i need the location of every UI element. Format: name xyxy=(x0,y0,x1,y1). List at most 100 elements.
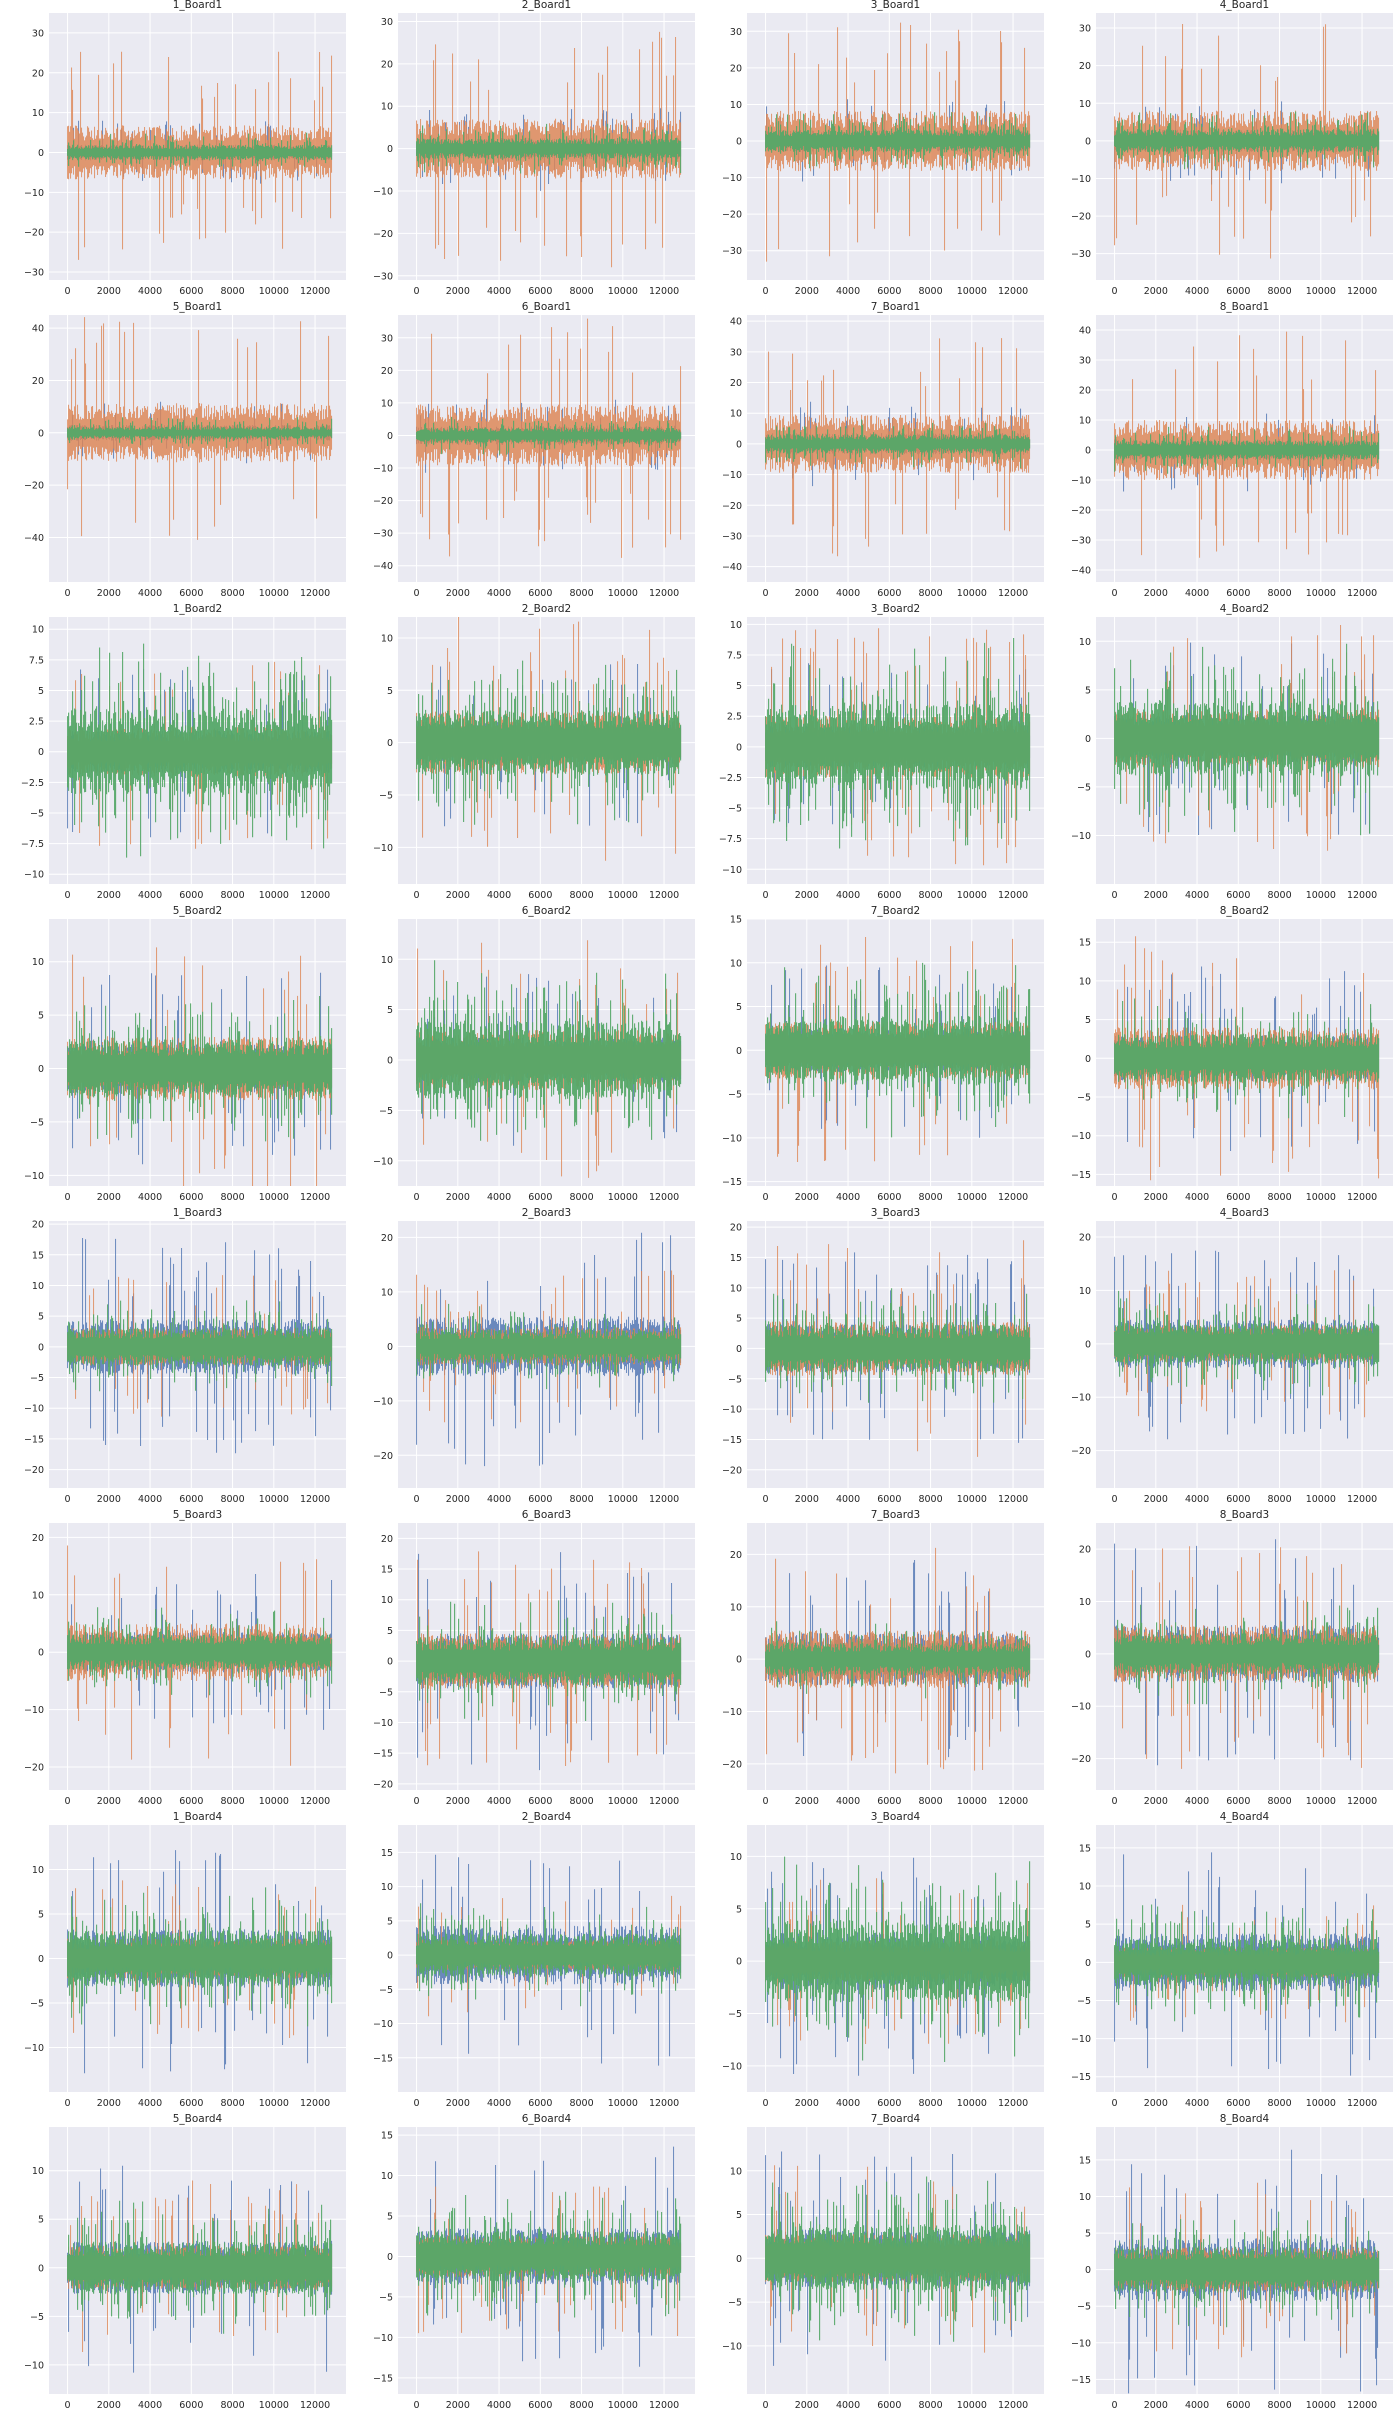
y-tick-label: −20 xyxy=(722,1759,742,1770)
y-tick-label: 0 xyxy=(1085,1054,1091,1065)
x-tick-label: 8000 xyxy=(1267,890,1291,901)
series-line-3 xyxy=(765,419,1031,469)
y-tick-label: 5 xyxy=(736,1314,742,1325)
y-tick-label: 5 xyxy=(387,2212,393,2223)
x-tick-label: 6000 xyxy=(528,1494,552,1505)
subplot-1_Board1: 0 2000 4000 6000 8000 10000 12000 −30 −20 −10 0 10 2… xyxy=(11,0,346,304)
y-tick-label: 20 xyxy=(730,1223,742,1234)
y-tick-label: −5 xyxy=(728,2009,742,2020)
x-tick-label: 0 xyxy=(65,286,71,297)
x-tick-label: 6000 xyxy=(528,890,552,901)
x-tick-label: 8000 xyxy=(918,1796,942,1807)
y-tick-label: −10 xyxy=(722,470,742,481)
y-tick-label: −10 xyxy=(24,870,44,881)
series-line-3 xyxy=(416,960,682,1141)
subplot-5_Board4: 0 2000 4000 6000 8000 10000 12000 −10 −5 0 5 10 5_Bo… xyxy=(11,2111,346,2418)
y-tick-label: −30 xyxy=(1071,249,1091,260)
series-line-3 xyxy=(416,123,682,174)
y-tick-label: −10 xyxy=(373,1396,393,1407)
y-tick-label: −20 xyxy=(24,1763,44,1774)
x-tick-label: 2000 xyxy=(1144,1192,1168,1203)
x-tick-label: 0 xyxy=(763,1494,769,1505)
subplot-7_Board2: 0 2000 4000 6000 8000 10000 12000 −15 −10 −5 0 5 10 1… xyxy=(709,903,1044,1210)
subplot-3_Board2: 0 2000 4000 6000 8000 10000 12000 −10 −7.5 −5 −2.5… xyxy=(709,601,1044,908)
y-tick-label: 20 xyxy=(730,378,742,389)
x-tick-label: 4000 xyxy=(836,588,860,599)
subplot-5_Board1: 0 2000 4000 6000 8000 10000 12000 −40 −20 0 20 40 5_… xyxy=(11,299,346,606)
y-tick-label: 30 xyxy=(381,17,393,28)
subplot-4_Board3: 0 2000 4000 6000 8000 10000 12000 −20 −10 0 10 20 4_… xyxy=(1058,1205,1393,1512)
x-tick-label: 6000 xyxy=(528,588,552,599)
subplot-svg: 0 2000 4000 6000 8000 10000 12000 −20 −15 −10 −5 0 5… xyxy=(24,1207,346,1505)
subplot-svg: 0 2000 4000 6000 8000 10000 12000−10−505105_Bo… xyxy=(24,2113,346,2411)
x-tick-label: 6000 xyxy=(179,286,203,297)
y-tick-label: 5 xyxy=(38,1910,44,1921)
y-tick-label: −20 xyxy=(373,1779,393,1790)
x-tick-label: 8000 xyxy=(1267,588,1291,599)
x-tick-label: 10000 xyxy=(1306,1796,1336,1807)
y-tick-label: 0 xyxy=(38,747,44,758)
y-tick-label: 15 xyxy=(730,915,742,926)
y-tick-label: 15 xyxy=(32,1250,44,1261)
y-tick-label: 10 xyxy=(32,957,44,968)
x-tick-label: 4000 xyxy=(836,286,860,297)
y-tick-label: 10 xyxy=(1079,1882,1091,1893)
series-line-3 xyxy=(765,1856,1031,2062)
x-tick-label: 2000 xyxy=(1144,1494,1168,1505)
x-tick-label: 4000 xyxy=(836,890,860,901)
x-tick-label: 12000 xyxy=(649,1494,679,1505)
y-tick-label: −15 xyxy=(722,1435,742,1446)
x-tick-label: 12000 xyxy=(300,1494,330,1505)
x-tick-label: 12000 xyxy=(1347,1494,1377,1505)
x-tick-label: 12000 xyxy=(300,2098,330,2109)
y-tick-label: −30 xyxy=(373,271,393,282)
y-tick-label: −40 xyxy=(1071,566,1091,577)
y-tick-label: −15 xyxy=(722,1177,742,1188)
subplot-title: 8_Board2 xyxy=(1220,905,1269,917)
y-tick-label: −20 xyxy=(1071,506,1091,517)
subplot-6_Board4: 0 2000 4000 6000 8000 10000 12000 −15 −10 −5 0 5 10 1… xyxy=(360,2111,695,2418)
subplot-title: 7_Board1 xyxy=(871,301,920,313)
x-tick-label: 2000 xyxy=(97,1796,121,1807)
y-tick-label: −10 xyxy=(373,2019,393,2030)
subplot-svg: 0 2000 4000 6000 8000 10000 12000 −30 −20 −10 0 10 2… xyxy=(1071,0,1393,297)
x-tick-label: 10000 xyxy=(957,286,987,297)
x-tick-label: 8000 xyxy=(569,286,593,297)
subplot-title: 6_Board4 xyxy=(522,2113,572,2125)
y-tick-label: −40 xyxy=(373,561,393,572)
x-tick-label: 0 xyxy=(65,1796,71,1807)
y-tick-label: 0 xyxy=(736,439,742,450)
x-tick-label: 2000 xyxy=(795,286,819,297)
y-tick-label: 10 xyxy=(381,102,393,113)
y-tick-label: −10 xyxy=(24,2360,44,2371)
x-tick-label: 10000 xyxy=(1306,286,1336,297)
series-line-3 xyxy=(1114,998,1380,1119)
x-tick-label: 4000 xyxy=(836,1192,860,1203)
y-tick-label: 20 xyxy=(730,63,742,74)
y-tick-label: 20 xyxy=(381,1534,393,1545)
x-tick-label: 0 xyxy=(414,286,420,297)
x-tick-label: 0 xyxy=(414,1192,420,1203)
y-tick-label: 0 xyxy=(38,428,44,439)
y-tick-label: −15 xyxy=(373,2053,393,2064)
x-tick-label: 6000 xyxy=(1226,1192,1250,1203)
y-tick-label: 15 xyxy=(381,1848,393,1859)
x-tick-label: 0 xyxy=(763,1796,769,1807)
x-tick-label: 4000 xyxy=(836,1494,860,1505)
y-tick-label: −10 xyxy=(373,187,393,198)
subplot-1_Board3: 0 2000 4000 6000 8000 10000 12000 −20 −15 −10 −5 0 5… xyxy=(11,1205,346,1512)
x-tick-label: 4000 xyxy=(487,286,511,297)
y-tick-label: 10 xyxy=(730,100,742,111)
y-tick-label: −10 xyxy=(722,2061,742,2072)
y-tick-label: −5 xyxy=(30,1999,44,2010)
x-tick-label: 4000 xyxy=(138,890,162,901)
y-tick-label: 10 xyxy=(381,2171,393,2182)
y-tick-label: 10 xyxy=(32,1281,44,1292)
subplot-title: 3_Board4 xyxy=(871,1811,921,1823)
y-tick-label: 0 xyxy=(736,1344,742,1355)
x-tick-label: 12000 xyxy=(649,286,679,297)
y-tick-label: −5 xyxy=(728,1090,742,1101)
y-tick-label: 5 xyxy=(38,2215,44,2226)
subplot-6_Board1: 0 2000 4000 6000 8000 10000 12000 −40 −30 −20 −10 0… xyxy=(360,299,695,606)
y-tick-label: 0 xyxy=(387,1342,393,1353)
